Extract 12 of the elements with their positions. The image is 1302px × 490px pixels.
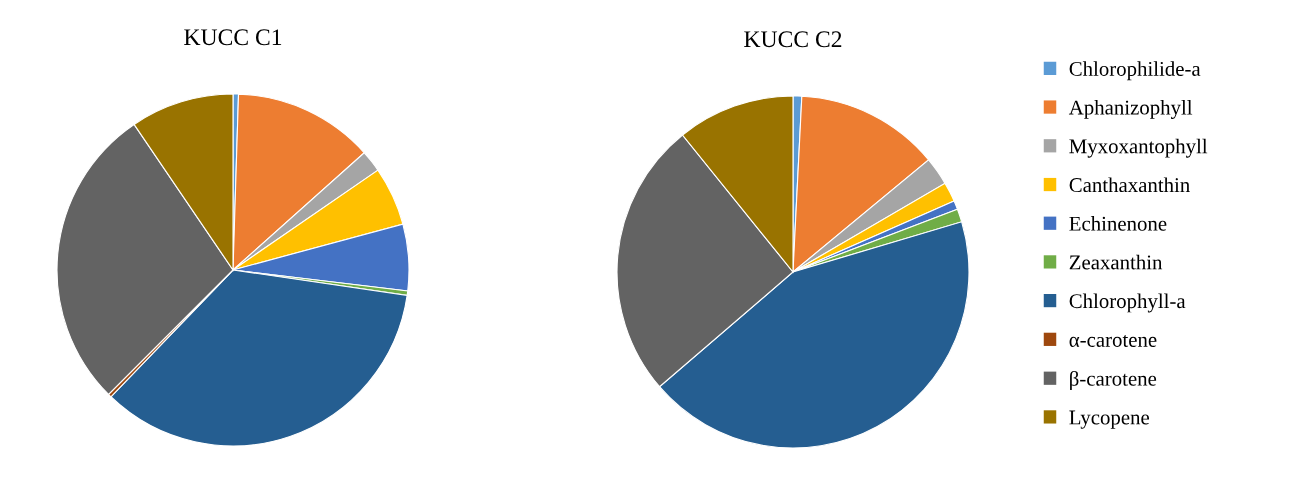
legend-label: Echinenone (1069, 216, 1167, 231)
chart-title: KUCC C1 (184, 29, 282, 46)
legend-label: Lycopene (1069, 410, 1150, 429)
legend-label: Chlorophyll-a (1069, 293, 1186, 313)
legend-label: α-carotene (1069, 334, 1157, 347)
chart-title: KUCC C2 (744, 31, 842, 48)
legend-label: Chlorophilide-a (1069, 61, 1201, 81)
legend-label: Myxoxantophyll (1069, 138, 1208, 158)
legend-label: Aphanizophyll (1068, 99, 1193, 119)
legend-label: Zeaxanthin (1069, 254, 1163, 270)
legend-label: Canthaxanthin (1069, 177, 1190, 193)
legend-label: β-carotene (1070, 370, 1157, 391)
